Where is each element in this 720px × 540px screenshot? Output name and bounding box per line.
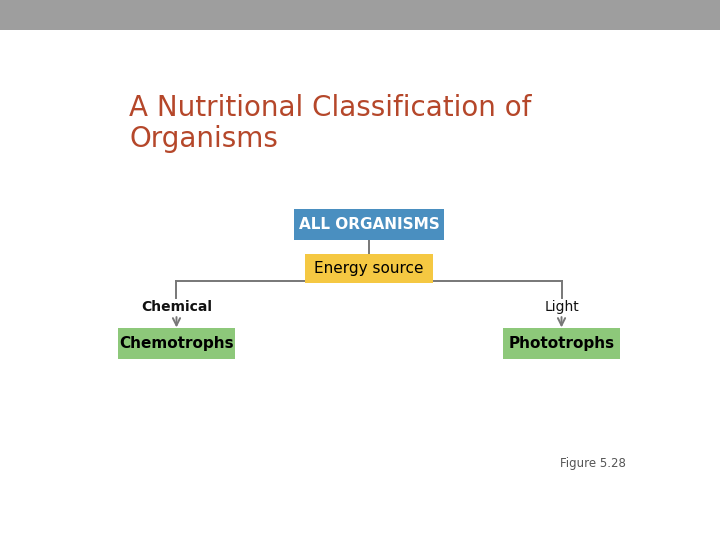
- Text: Chemical: Chemical: [141, 300, 212, 314]
- FancyBboxPatch shape: [294, 210, 444, 240]
- FancyBboxPatch shape: [305, 254, 433, 283]
- Text: Chemotrophs: Chemotrophs: [120, 336, 234, 351]
- Text: Energy source: Energy source: [314, 261, 424, 276]
- Text: ALL ORGANISMS: ALL ORGANISMS: [299, 218, 439, 232]
- Text: Light: Light: [544, 300, 579, 314]
- Text: Figure 5.28: Figure 5.28: [560, 457, 626, 470]
- Text: A Nutritional Classification of: A Nutritional Classification of: [129, 94, 531, 122]
- FancyBboxPatch shape: [503, 328, 620, 359]
- Text: Phototrophs: Phototrophs: [508, 336, 615, 351]
- Text: Organisms: Organisms: [129, 125, 278, 153]
- FancyBboxPatch shape: [118, 328, 235, 359]
